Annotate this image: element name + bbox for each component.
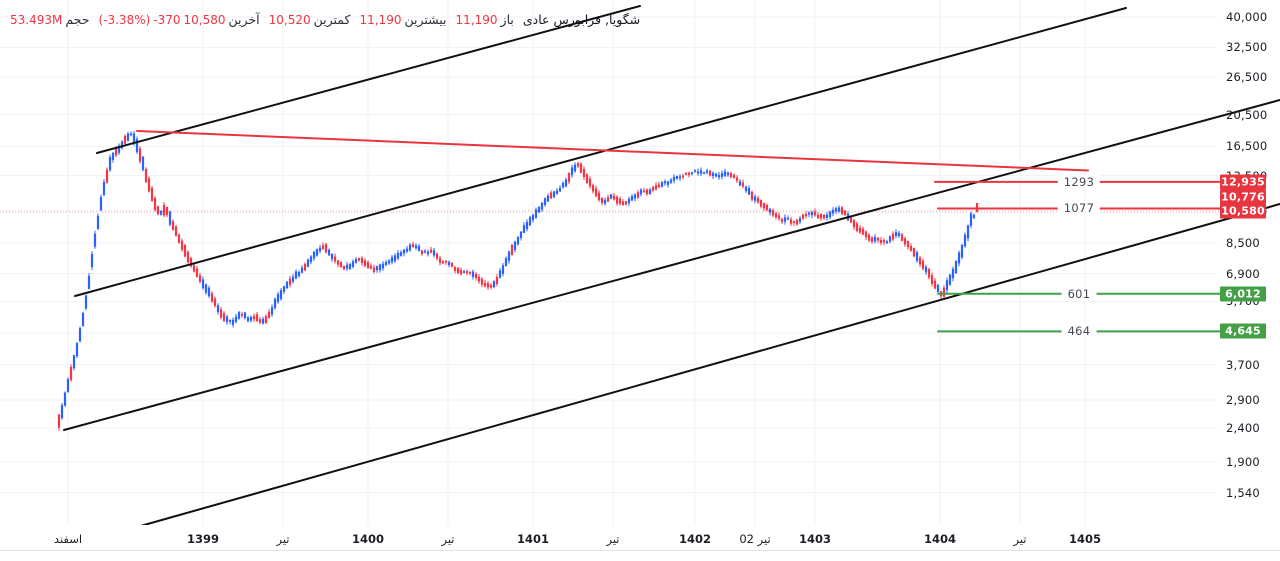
x-axis-label: تیر	[606, 532, 620, 546]
y-axis-tick: 20,500	[1226, 107, 1268, 122]
legend-value: (-3.38%)	[98, 12, 151, 27]
y-axis-tick: 40,000	[1226, 10, 1268, 24]
legend-label: حجم	[65, 12, 90, 27]
x-axis-label: 1403	[798, 532, 832, 546]
legend-value: 11,190	[455, 12, 498, 27]
price-axis[interactable]: 40,00032,50026,50020,50016,50013,50010,5…	[1218, 0, 1280, 525]
channel-line-upper[interactable]	[74, 7, 1127, 297]
line-price-label: 464	[1061, 324, 1097, 339]
legend-item-حجم: حجم 53.493M	[10, 12, 89, 27]
y-axis-tick: 2,900	[1226, 393, 1260, 408]
legend-value: 10,520	[268, 12, 311, 27]
bottom-axis-separator	[0, 550, 1280, 551]
x-axis-label: تیر	[276, 532, 290, 546]
price-badge: 4,645	[1220, 323, 1266, 339]
x-axis-label: 1401	[516, 532, 550, 546]
legend-value: 53.493M	[10, 12, 63, 27]
price-badge: 6,012	[1220, 286, 1266, 302]
x-axis-label: 1400	[351, 532, 385, 546]
legend-value: 10,580	[183, 12, 226, 27]
legend-label: آخرین	[228, 12, 260, 27]
legend-item-آخرین: آخرین 10,580 -370 (-3.38%)	[98, 12, 259, 27]
channel-line-lower[interactable]	[63, 99, 1280, 431]
time-axis[interactable]: اسفند 1399 تیر 1400 تیر 1401 تیر 1402 02 تیر 1403…	[0, 525, 1280, 561]
x-axis-label: 1402	[678, 532, 712, 546]
x-axis-label: 1399	[186, 532, 220, 546]
x-axis-label: تیر	[1013, 532, 1027, 546]
legend-item-بیشترین: بیشترین 11,190	[359, 12, 446, 27]
y-axis-tick: 1,900	[1226, 454, 1260, 469]
descending-resistance[interactable]	[136, 130, 1089, 172]
legend-value: 11,190	[359, 12, 402, 27]
price-badge: 12,935	[1220, 174, 1266, 190]
x-axis-label: 02 تیر	[739, 532, 771, 546]
x-axis-label: تیر	[441, 532, 455, 546]
x-axis-label: اسفند	[53, 532, 83, 546]
y-axis-tick: 3,700	[1226, 357, 1260, 372]
legend-label: باز	[500, 12, 514, 27]
y-axis-tick: 6,900	[1226, 266, 1260, 281]
y-axis-tick: 32,500	[1226, 40, 1268, 55]
channel-line-top[interactable]	[96, 5, 641, 154]
symbol-legend: شگویا, فرابورس عادی باز 11,190 بیشترین 11,19…	[10, 12, 640, 27]
grid-lines	[0, 0, 1218, 525]
price-badge: 10,580	[1220, 203, 1266, 219]
legend-value: -370	[153, 12, 181, 27]
symbol-title: شگویا, فرابورس عادی	[522, 12, 641, 27]
y-axis-tick: 2,400	[1226, 420, 1260, 435]
y-axis-tick: 1,540	[1226, 485, 1260, 500]
channel-line-bottom[interactable]	[136, 203, 1280, 528]
line-price-label: 601	[1061, 286, 1097, 301]
y-axis-tick: 16,500	[1226, 139, 1268, 154]
price-badge: 10,776	[1220, 189, 1266, 204]
line-price-label: 1077	[1057, 201, 1101, 216]
trend-line-drawings[interactable]	[63, 5, 1280, 528]
legend-item-باز: باز 11,190	[456, 12, 514, 27]
legend-label: بیشترین	[404, 12, 447, 27]
y-axis-tick: 26,500	[1226, 70, 1268, 85]
y-axis-tick: 8,500	[1226, 236, 1260, 251]
x-axis-label: 1405	[1068, 532, 1102, 546]
candlesticks	[57, 131, 979, 431]
legend-item-کمترین: کمترین 10,520	[269, 12, 351, 27]
legend-label: کمترین	[313, 12, 351, 27]
x-axis-label: 1404	[923, 532, 957, 546]
line-price-label: 1293	[1057, 174, 1101, 189]
